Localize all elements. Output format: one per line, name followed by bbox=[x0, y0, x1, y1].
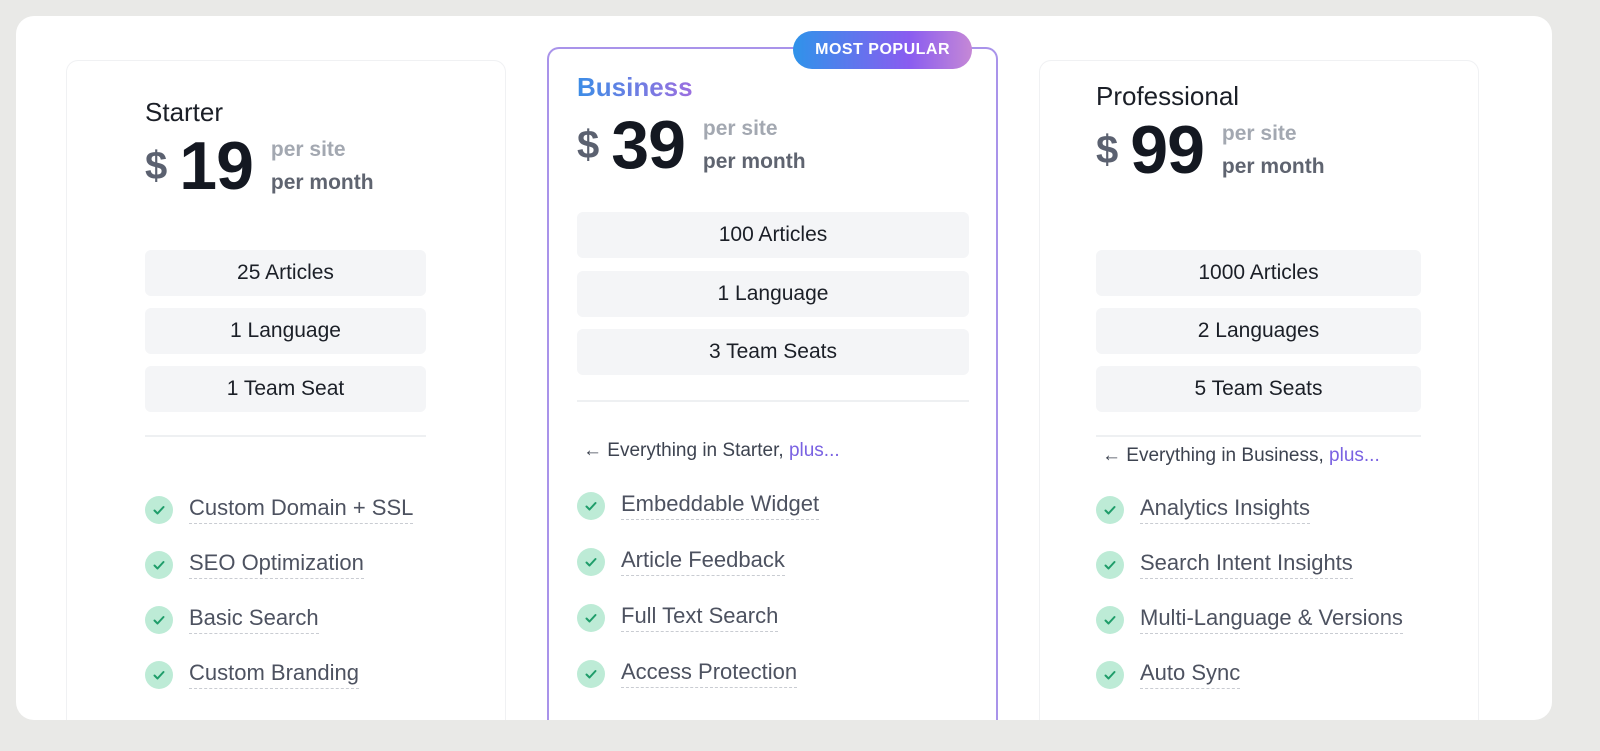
feature-label[interactable]: Article Feedback bbox=[621, 547, 785, 576]
plan-limit: 1 Language bbox=[577, 271, 969, 317]
feature-label[interactable]: SEO Optimization bbox=[189, 550, 364, 579]
check-icon bbox=[577, 603, 605, 632]
pricing-panel: Starter $19 per site per month 25 Articles 1 … bbox=[16, 16, 1552, 720]
plan-card-professional: Professional $99 per site per month 1000 Art… bbox=[1039, 60, 1479, 720]
price-amount: 39 bbox=[611, 107, 686, 183]
feature-item: Embeddable Widget bbox=[577, 491, 820, 520]
feature-label[interactable]: Multi-Language & Versions bbox=[1140, 605, 1403, 634]
check-icon bbox=[1096, 605, 1124, 634]
feature-item: Access Protection bbox=[577, 659, 798, 688]
plan-name: Starter bbox=[145, 97, 224, 127]
feature-item: Auto Sync bbox=[1096, 660, 1241, 689]
price-amount: 19 bbox=[179, 128, 254, 204]
currency-symbol: $ bbox=[577, 122, 600, 167]
feature-label[interactable]: Auto Sync bbox=[1140, 660, 1241, 689]
feature-item: Article Feedback bbox=[577, 547, 785, 576]
check-icon bbox=[145, 495, 173, 524]
feature-label[interactable]: Custom Branding bbox=[189, 660, 359, 689]
feature-label[interactable]: Custom Domain + SSL bbox=[189, 495, 414, 524]
includes-previous: ← Everything in Starter, plus... bbox=[583, 440, 840, 462]
plan-limit: 1 Team Seat bbox=[145, 366, 426, 412]
plan-limit: 5 Team Seats bbox=[1096, 366, 1421, 412]
plan-card-business: MOST POPULAR Business $39 per site per month… bbox=[547, 31, 998, 720]
feature-label[interactable]: Full Text Search bbox=[621, 603, 779, 632]
plan-price: $39 per site per month bbox=[577, 106, 806, 184]
feature-item: Basic Search bbox=[145, 605, 319, 634]
feature-item: Search Intent Insights bbox=[1096, 550, 1353, 579]
plan-price: $19 per site per month bbox=[145, 127, 374, 205]
check-icon bbox=[577, 547, 605, 576]
check-icon bbox=[1096, 660, 1124, 689]
feature-item: Custom Branding bbox=[145, 660, 359, 689]
price-unit-site: per site bbox=[702, 117, 778, 140]
plan-name: Professional bbox=[1096, 81, 1240, 111]
price-unit-month: per month bbox=[1221, 155, 1325, 178]
plus-link[interactable]: plus... bbox=[788, 440, 840, 461]
feature-label[interactable]: Analytics Insights bbox=[1140, 495, 1310, 524]
price-unit-site: per site bbox=[1221, 122, 1297, 145]
feature-item: SEO Optimization bbox=[145, 550, 364, 579]
feature-label[interactable]: Access Protection bbox=[621, 659, 798, 688]
price-unit-month: per month bbox=[270, 171, 374, 194]
plan-limit: 3 Team Seats bbox=[577, 329, 969, 375]
feature-item: Analytics Insights bbox=[1096, 495, 1310, 524]
plus-link[interactable]: plus... bbox=[1329, 445, 1380, 466]
plan-limit: 25 Articles bbox=[145, 250, 426, 296]
feature-label[interactable]: Basic Search bbox=[189, 605, 319, 634]
most-popular-badge: MOST POPULAR bbox=[793, 31, 972, 69]
check-icon bbox=[577, 491, 605, 520]
divider bbox=[145, 435, 426, 437]
includes-previous: ← Everything in Business, plus... bbox=[1102, 445, 1380, 467]
plan-limit: 100 Articles bbox=[577, 212, 969, 258]
feature-label[interactable]: Embeddable Widget bbox=[621, 491, 820, 520]
plan-limit: 2 Languages bbox=[1096, 308, 1421, 354]
currency-symbol: $ bbox=[1096, 127, 1119, 172]
check-icon bbox=[145, 605, 173, 634]
check-icon bbox=[1096, 495, 1124, 524]
plan-limit: 1 Language bbox=[145, 308, 426, 354]
plan-price: $99 per site per month bbox=[1096, 111, 1325, 189]
check-icon bbox=[145, 660, 173, 689]
divider bbox=[577, 400, 969, 402]
check-icon bbox=[1096, 550, 1124, 579]
check-icon bbox=[577, 659, 605, 688]
price-unit-month: per month bbox=[702, 150, 806, 173]
includes-text: ← Everything in Starter, bbox=[583, 440, 784, 461]
plan-name: Business bbox=[577, 72, 693, 102]
feature-item: Multi-Language & Versions bbox=[1096, 605, 1403, 634]
currency-symbol: $ bbox=[145, 143, 168, 188]
feature-item: Full Text Search bbox=[577, 603, 779, 632]
feature-label[interactable]: Search Intent Insights bbox=[1140, 550, 1353, 579]
check-icon bbox=[145, 550, 173, 579]
plan-limit: 1000 Articles bbox=[1096, 250, 1421, 296]
includes-text: ← Everything in Business, bbox=[1102, 445, 1324, 466]
plan-card-starter: Starter $19 per site per month 25 Articles 1 … bbox=[66, 60, 506, 720]
feature-item: Custom Domain + SSL bbox=[145, 495, 414, 524]
price-amount: 99 bbox=[1130, 112, 1205, 188]
divider bbox=[1096, 435, 1421, 437]
price-unit-site: per site bbox=[270, 138, 346, 161]
